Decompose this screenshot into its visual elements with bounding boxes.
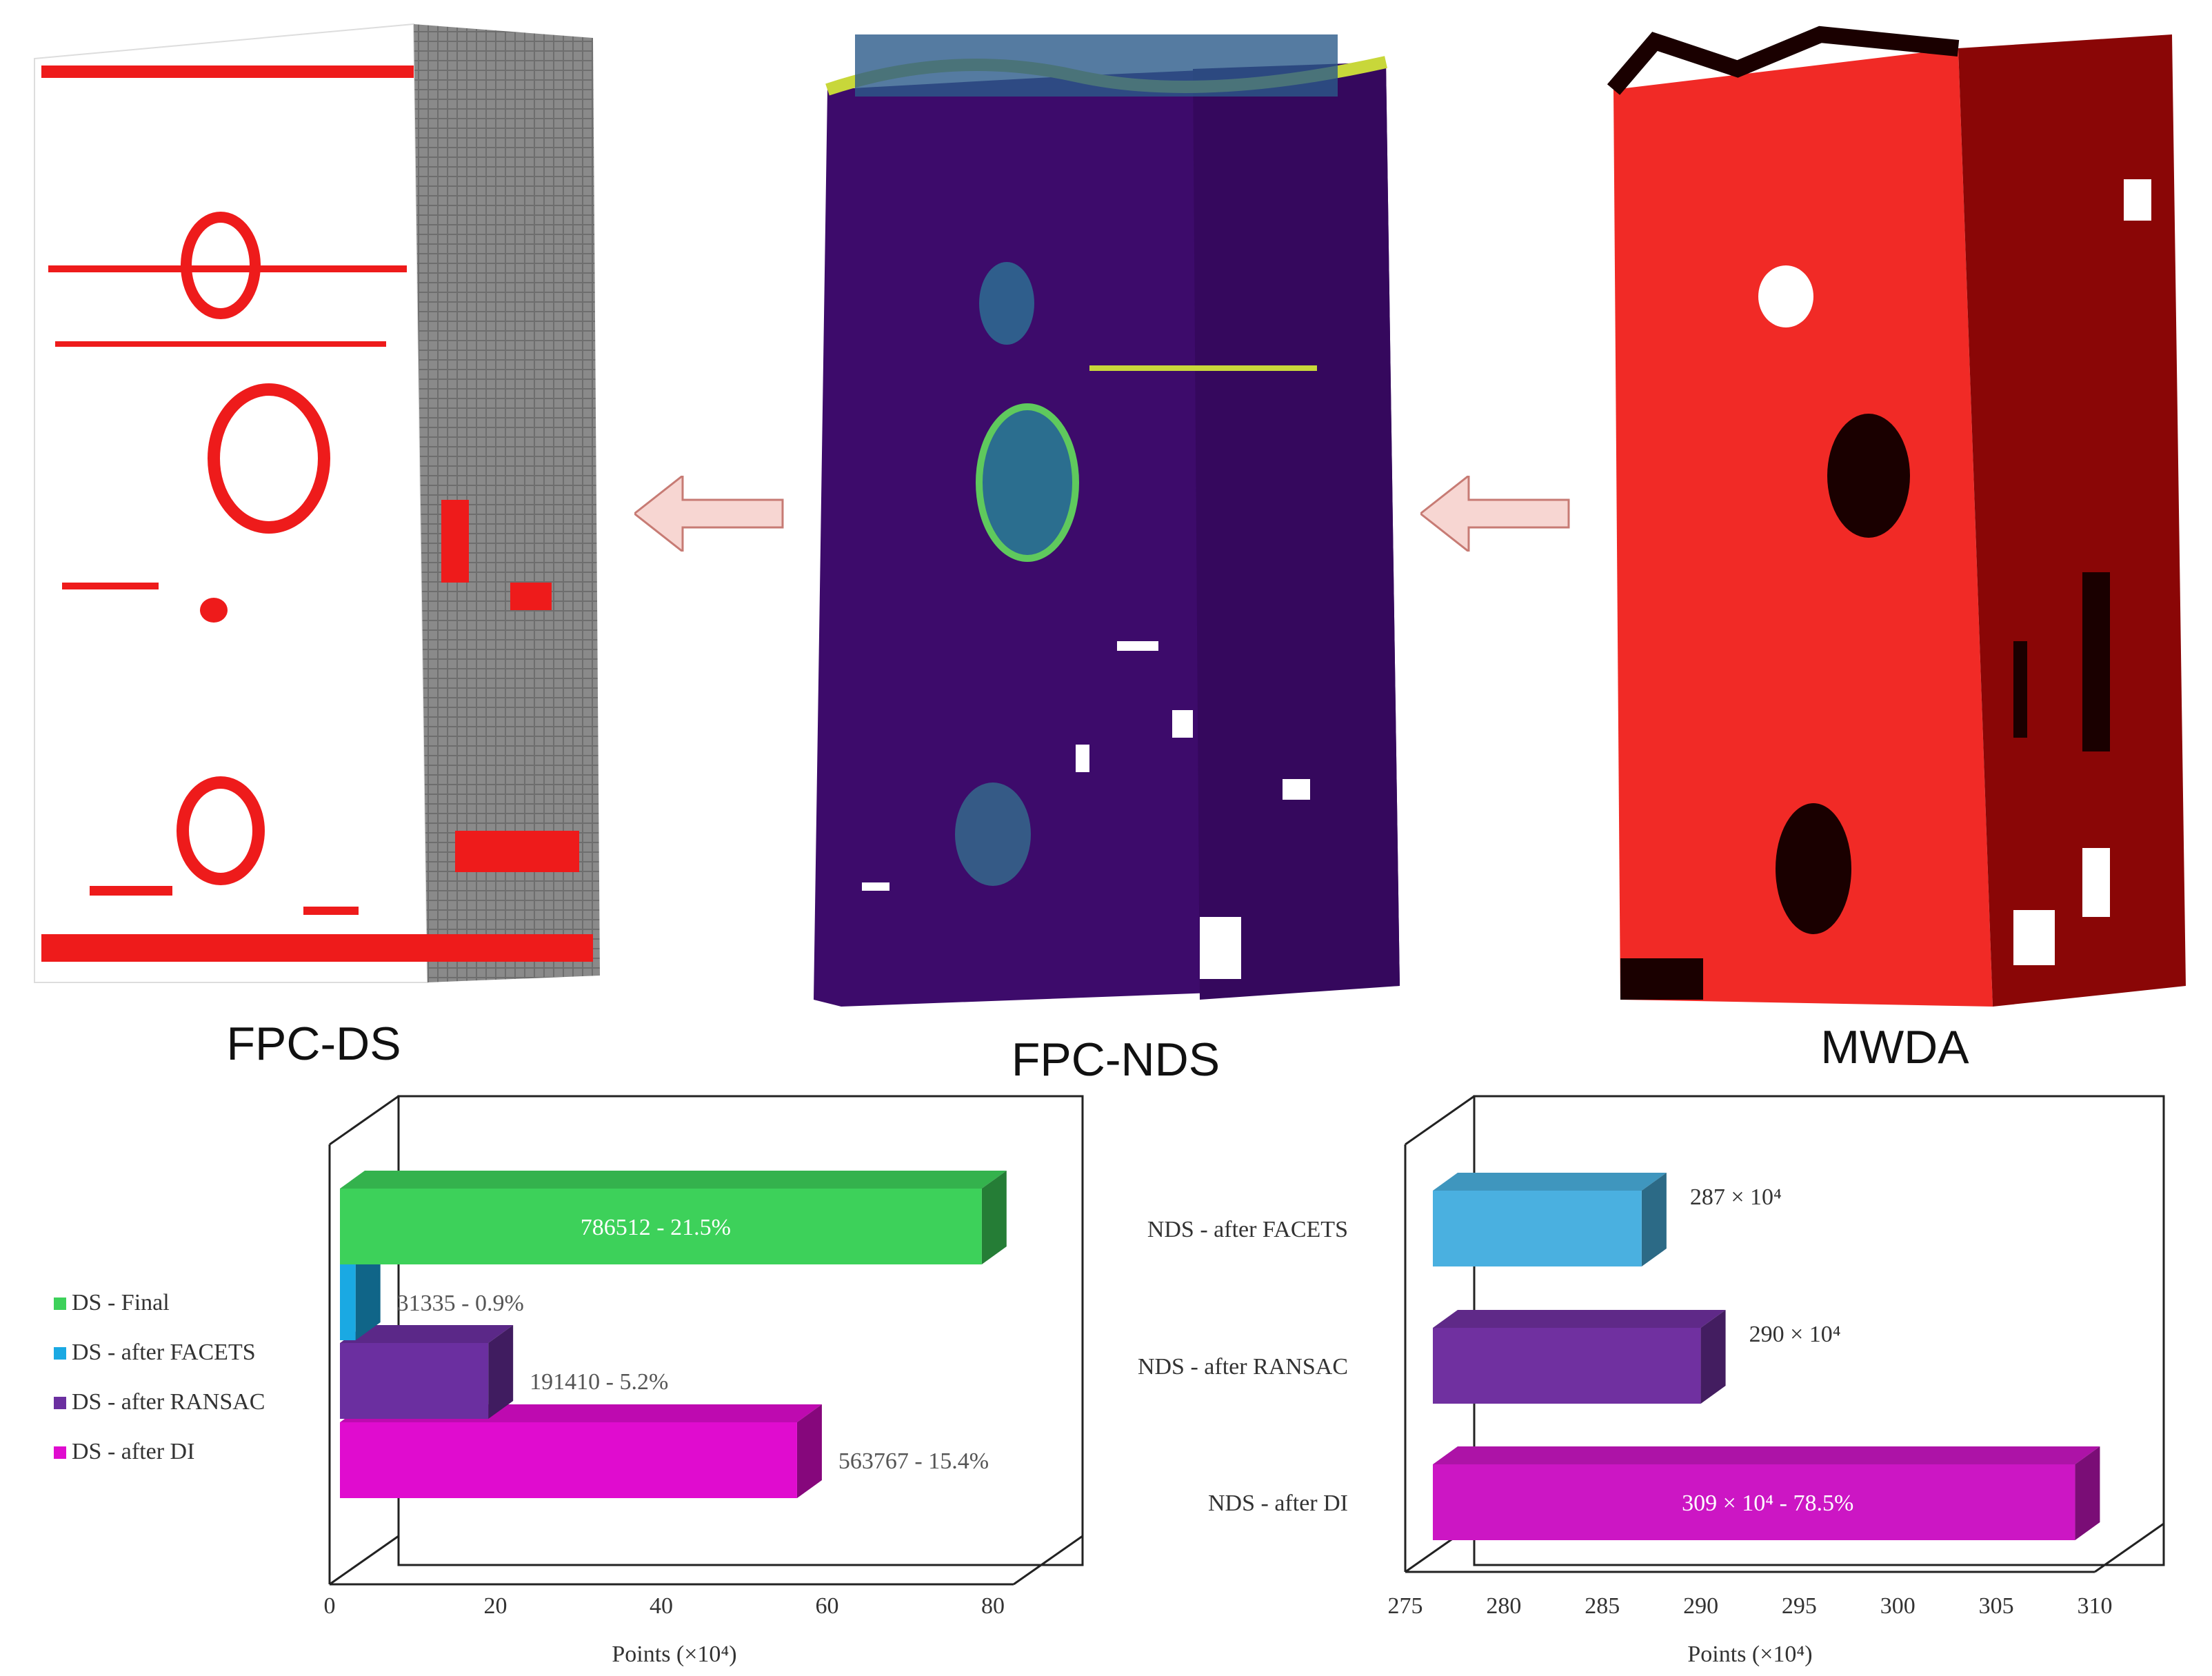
nds-category-label-2: NDS - after FACETS [1147,1217,1348,1242]
nds-bar-2 [1433,1191,1642,1266]
nds-x-tick-label: 290 [1683,1593,1718,1619]
nds-x-tick-label: 310 [2078,1593,2113,1619]
nds-bar-0 [1433,1464,2075,1540]
nds-bar-data-label-1: 290 × 10⁴ [1749,1322,1841,1347]
nds-bar-1-top [1433,1310,1726,1328]
ds-bar-1-top [340,1325,514,1343]
ds-bar-2-side [355,1246,381,1340]
ds-bar-3-side [981,1171,1007,1264]
ds-frame-depth-bl [329,1535,399,1586]
ds-bar-2 [340,1264,356,1340]
ds-bar-data-label-2: 31335 - 0.9% [397,1291,524,1316]
fpc-nds-caption: FPC-NDS [1011,1033,1220,1086]
fpc-nds-rendering [814,34,1400,1007]
ds-legend-label-ransac: DS - after RANSAC [72,1389,265,1415]
ds-bar-data-label-3: 786512 - 21.5% [581,1215,731,1240]
ds-bar-0-side [796,1404,822,1498]
ds-x-tick-label: 80 [981,1593,1005,1619]
nds-x-tick-label: 305 [1979,1593,2014,1619]
ds-legend-label-final: DS - Final [72,1290,170,1315]
nds-bar-2-top [1433,1173,1667,1191]
ds-x-axis-label: Points (×10⁴) [612,1642,736,1667]
nds-bar-0-side [2075,1446,2100,1540]
nds-x-tick-label: 285 [1585,1593,1620,1619]
ds-frame-depth-tl [329,1095,399,1146]
ds-x-tick-label: 40 [650,1593,673,1619]
ds-legend-swatch-facets [54,1347,66,1360]
mwda-rendering [1607,26,2186,1007]
ds-legend-swatch-ransac [54,1397,66,1409]
nds-chart-backwall [1473,1095,2165,1566]
nds-x-tick-label: 280 [1486,1593,1521,1619]
ds-legend-label-facets: DS - after FACETS [72,1340,256,1365]
nds-bar-chart: 309 × 10⁴ - 78.5% NDS - after DI 290 × 10⁴… [1138,1095,2165,1667]
ds-legend-swatch-final [54,1298,66,1310]
nds-x-tick-label: 275 [1388,1593,1423,1619]
nds-bar-1 [1433,1328,1701,1404]
nds-bar-data-label-0: 309 × 10⁴ - 78.5% [1682,1491,1853,1516]
ds-legend: DS - Final DS - after FACETS DS - after … [54,1290,265,1464]
ds-bar-data-label-0: 563767 - 15.4% [838,1448,989,1474]
ds-bar-3 [340,1189,982,1264]
ds-legend-swatch-di [54,1446,66,1459]
nds-x-tick-label: 295 [1782,1593,1817,1619]
ds-x-tick-label: 60 [816,1593,839,1619]
ds-bar-data-label-1: 191410 - 5.2% [530,1369,668,1395]
ds-frame-depth-br [1013,1535,1083,1586]
ds-bar-1 [340,1343,489,1419]
nds-frame-depth-br [2094,1522,2164,1573]
ds-bar-0 [340,1422,797,1498]
fpc-ds-rendering [34,23,600,983]
ds-bar-3-top [340,1171,1007,1189]
nds-bar-1-side [1700,1310,1726,1404]
nds-bar-2-side [1641,1173,1667,1266]
nds-bar-0-top [1433,1446,2100,1464]
nds-x-axis-label: Points (×10⁴) [1687,1642,1812,1667]
ds-x-tick-label: 20 [484,1593,507,1619]
nds-frame-depth-tl [1405,1095,1475,1146]
ds-bar-chart: 563767 - 15.4% 191410 - 5.2% 31335 - 0.9% 7… [54,1095,1084,1667]
nds-x-tick-label: 300 [1880,1593,1916,1619]
arrow-left-2-icon [1420,476,1570,552]
mwda-caption: MWDA [1820,1021,1969,1073]
fpc-ds-caption: FPC-DS [226,1018,401,1070]
nds-category-label-0: NDS - after DI [1208,1491,1348,1516]
ds-legend-label-di: DS - after DI [72,1439,194,1464]
ds-bar-1-side [488,1325,514,1419]
ds-x-tick-label: 0 [324,1593,336,1619]
arrow-left-1-icon [634,476,784,552]
nds-bar-data-label-2: 287 × 10⁴ [1690,1184,1782,1210]
nds-category-label-1: NDS - after RANSAC [1138,1354,1348,1380]
